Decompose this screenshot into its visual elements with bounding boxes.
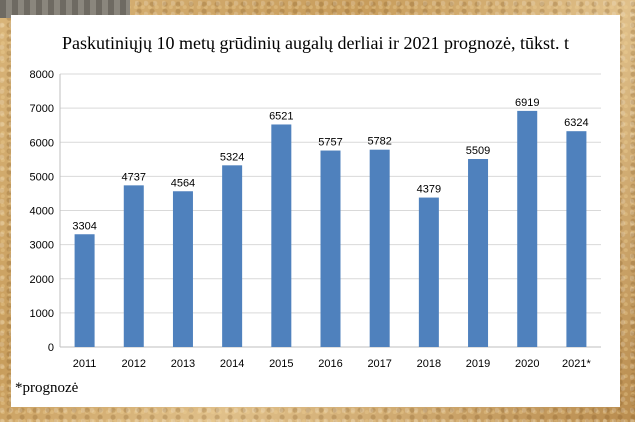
bar xyxy=(517,110,538,347)
bar xyxy=(74,234,95,347)
data-label: 5782 xyxy=(367,136,391,148)
x-tick-label: 2019 xyxy=(466,358,490,370)
y-tick-label: 1000 xyxy=(30,308,54,320)
data-label: 4379 xyxy=(417,184,441,196)
data-label: 5509 xyxy=(466,145,490,157)
y-tick-label: 4000 xyxy=(30,206,54,218)
bar xyxy=(566,131,587,347)
x-tick-label: 2015 xyxy=(269,358,293,370)
bar xyxy=(468,159,489,347)
data-label: 6324 xyxy=(564,117,588,129)
data-label: 5324 xyxy=(220,151,244,163)
x-tick-label: 2012 xyxy=(122,358,146,370)
data-label: 5757 xyxy=(318,137,342,149)
y-tick-label: 8000 xyxy=(30,69,54,81)
x-tick-label: 2018 xyxy=(417,358,441,370)
x-tick-label: 2020 xyxy=(515,358,539,370)
data-label: 3304 xyxy=(72,220,96,232)
data-label: 6521 xyxy=(269,110,293,122)
roof-texture xyxy=(0,0,130,18)
x-tick-label: 2016 xyxy=(318,358,342,370)
chart-title: Paskutiniųjų 10 metų grūdinių augalų der… xyxy=(62,33,569,53)
bar xyxy=(222,165,243,347)
y-tick-label: 3000 xyxy=(30,240,54,252)
data-label: 4737 xyxy=(122,171,146,183)
y-tick-label: 2000 xyxy=(30,274,54,286)
bar-chart: 0 1000 2000 3000 4000 5000 6000 7000 8000 3304 201… xyxy=(30,69,601,370)
bar xyxy=(369,149,390,347)
chart-frame: Paskutiniųjų 10 metų grūdinių augalų der… xyxy=(11,15,620,407)
bar xyxy=(271,124,292,347)
y-tick-label: 0 xyxy=(48,342,54,354)
y-tick-label: 6000 xyxy=(30,137,54,149)
bar xyxy=(123,185,144,347)
x-tick-label: 2014 xyxy=(220,358,244,370)
data-label: 4564 xyxy=(171,177,195,189)
x-tick-label: 2011 xyxy=(73,358,97,370)
x-tick-label: 2021* xyxy=(562,358,591,370)
data-label: 6919 xyxy=(515,97,539,109)
x-tick-label: 2017 xyxy=(367,358,391,370)
x-tick-label: 2013 xyxy=(171,358,195,370)
bar xyxy=(418,197,439,347)
bar xyxy=(172,191,193,347)
y-tick-label: 5000 xyxy=(30,171,54,183)
y-tick-label: 7000 xyxy=(30,103,54,115)
bar xyxy=(320,150,341,347)
footnote: *prognozė xyxy=(15,380,79,396)
